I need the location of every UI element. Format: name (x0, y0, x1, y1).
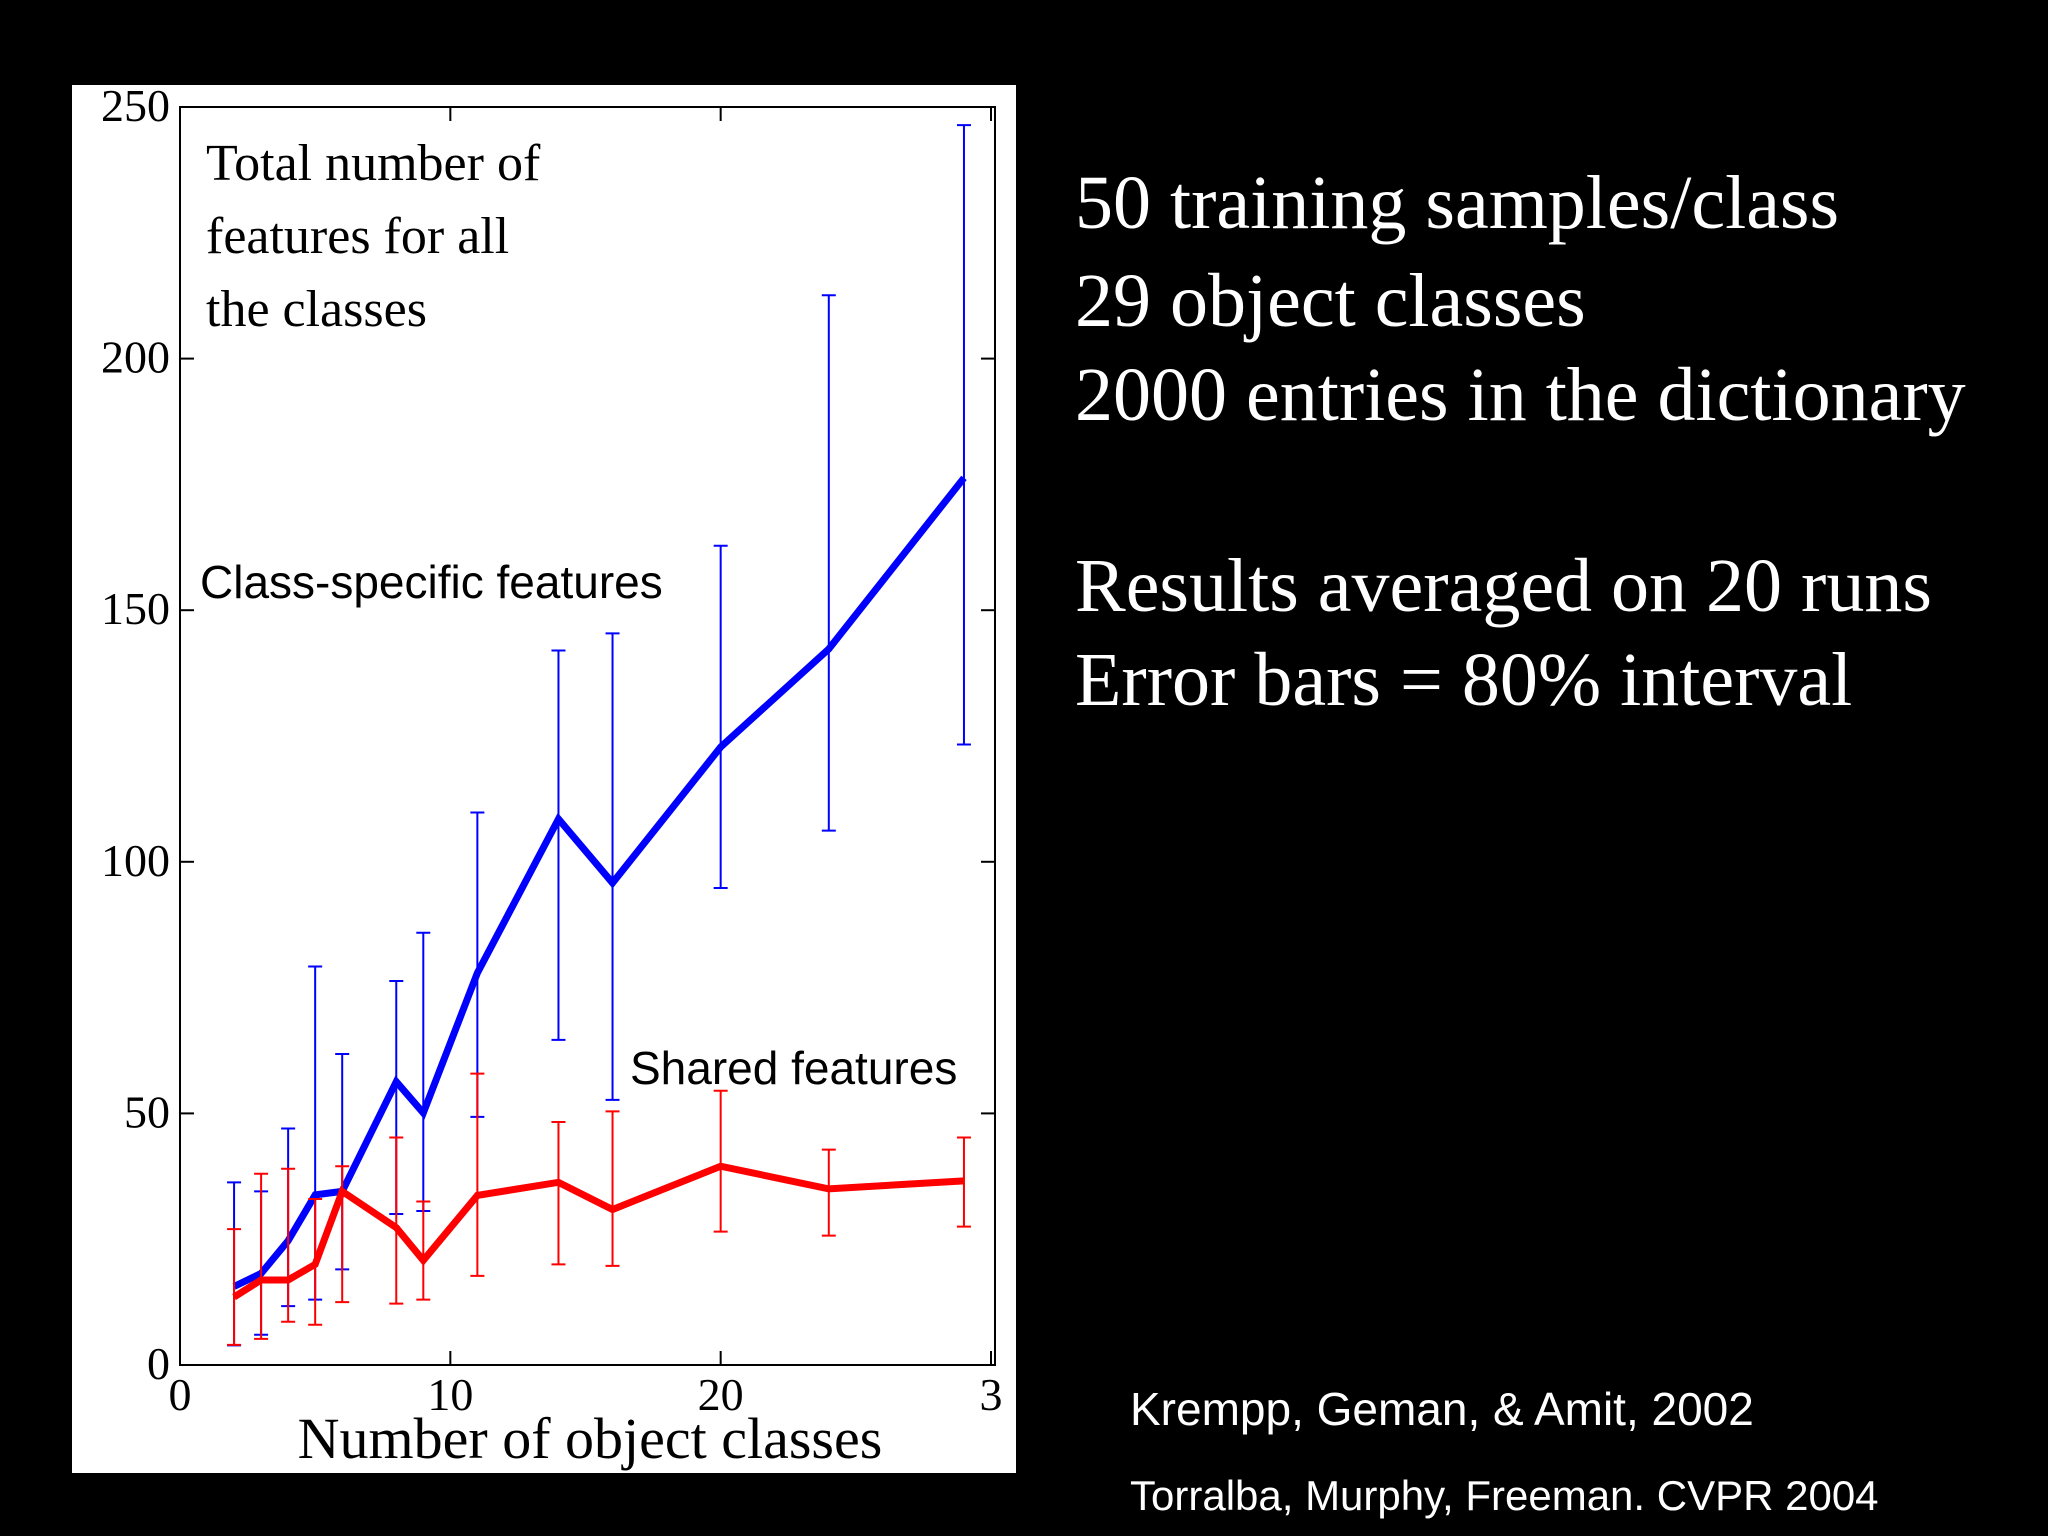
title-line: the classes (206, 281, 427, 338)
title-line: features for all (206, 208, 509, 265)
title-line: Total number of (206, 135, 541, 192)
y-tick-label: 100 (101, 835, 170, 886)
error-bar (551, 649, 566, 1041)
error-bar (605, 1110, 620, 1267)
series-label: Shared features (630, 1042, 957, 1094)
y-tick-label: 250 (101, 80, 170, 131)
series-line (232, 1162, 965, 1301)
y-tick-label: 50 (124, 1086, 170, 1137)
y-tick-label: 200 (101, 332, 170, 383)
error-bar (551, 1120, 566, 1266)
x-tick-label: 20 (698, 1369, 744, 1420)
y-tick-label: 150 (101, 583, 170, 634)
x-tick-label: 10 (427, 1369, 473, 1420)
error-bar (227, 1228, 242, 1346)
slide-text: 50 training samples/class 29 object clas… (1075, 161, 1966, 722)
x-tick-label: 0 (169, 1369, 192, 1420)
series-label: Class-specific features (200, 556, 663, 608)
slide-line: 50 training samples/class (1075, 161, 1839, 245)
error-bar (416, 1200, 431, 1301)
slide-line: Results averaged on 20 runs (1075, 544, 1932, 628)
error-bar (254, 1172, 269, 1340)
error-bar (605, 632, 620, 1101)
slide-line: 2000 entries in the dictionary (1075, 353, 1966, 437)
error-bar (956, 124, 971, 746)
citation: Krempp, Geman, & Amit, 2002 (1130, 1383, 1754, 1435)
error-bar (821, 294, 836, 832)
chart-title: Total number of features for all the cla… (206, 135, 541, 338)
x-tick-label: 3 (980, 1369, 1003, 1420)
slide-line: 29 object classes (1075, 259, 1586, 343)
y-tick-label: 0 (147, 1338, 170, 1389)
plot-frame (179, 106, 996, 1366)
citations: Krempp, Geman, & Amit, 2002 Torralba, Mu… (1130, 1383, 1879, 1519)
error-bar (821, 1148, 836, 1237)
chart-panel (72, 85, 1016, 1473)
slide-line: Error bars = 80% interval (1075, 638, 1852, 722)
x-axis-label: Number of object classes (298, 1406, 883, 1471)
error-bar (389, 1136, 404, 1305)
error-bar (281, 1167, 296, 1323)
error-bar (713, 1089, 728, 1233)
error-bar (470, 1072, 485, 1277)
citation: Torralba, Murphy, Freeman. CVPR 2004 (1130, 1472, 1879, 1519)
error-bar (713, 544, 728, 889)
